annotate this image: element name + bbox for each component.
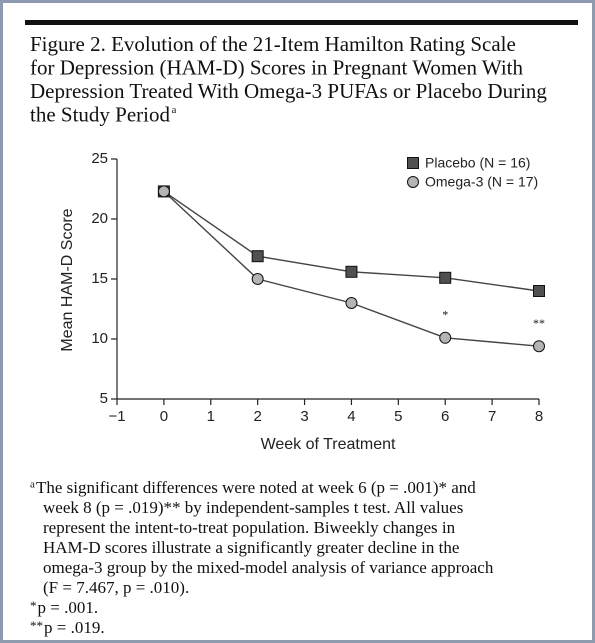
annotation: * [442,308,448,322]
footnote-text: The significant differences were noted a… [36,478,476,497]
footnote-text: (F = 7.467, p = .010). [43,578,189,597]
y-tick-label: 15 [91,270,108,287]
legend-marker [407,157,419,169]
chart-title: the Study Period [30,102,170,126]
chart-title: Depression Treated With Omega-3 PUFAs or… [30,79,547,103]
x-tick-label: 8 [535,408,543,425]
legend-label: Omega-3 (N = 17) [425,174,538,190]
x-tick-label: 3 [300,408,308,425]
x-tick-label: 0 [160,408,168,425]
footnote-text: represent the intent-to-treat population… [43,518,456,537]
x-tick-label: 6 [441,408,449,425]
footnote-text: p = .001. [38,598,99,617]
annotation: ** [533,316,545,330]
footnote-marker: * [30,598,37,613]
footnote-text: p = .019. [44,618,105,637]
data-point [439,271,452,284]
data-point [533,285,545,297]
data-point [439,331,452,344]
chart-title: Figure 2. Evolution of the 21-Item Hamil… [30,32,516,56]
y-tick-label: 5 [100,390,108,407]
data-point [345,265,358,278]
x-axis-label: Week of Treatment [261,436,396,453]
legend-label: Placebo (N = 16) [425,155,530,171]
data-point [533,340,545,353]
footnote-marker: ** [30,618,43,633]
x-tick-label: −1 [108,408,125,425]
footnote-text: week 8 (p = .019)** by independent-sampl… [43,498,463,517]
footnote-text: omega-3 group by the mixed-model analysi… [43,558,494,577]
data-point [251,273,264,285]
top-rule [25,20,578,25]
x-tick-label: 7 [488,408,496,425]
chart-title: for Depression (HAM-D) Scores in Pregnan… [30,55,524,79]
footnote-marker: a [30,479,35,491]
x-tick-label: 5 [394,408,402,425]
x-tick-label: 4 [347,408,355,425]
legend-marker [407,176,419,188]
y-tick-label: 10 [91,330,108,347]
y-tick-label: 25 [91,150,108,167]
x-tick-label: 2 [253,408,261,425]
data-point [251,250,264,263]
y-axis-label: Mean HAM-D Score [59,208,76,351]
footnote-text: HAM-D scores illustrate a significantly … [43,538,459,557]
data-point [345,297,358,309]
title-marker: a [171,104,176,116]
x-tick-label: 1 [207,408,215,425]
y-tick-label: 20 [91,210,108,227]
data-point [157,185,170,198]
